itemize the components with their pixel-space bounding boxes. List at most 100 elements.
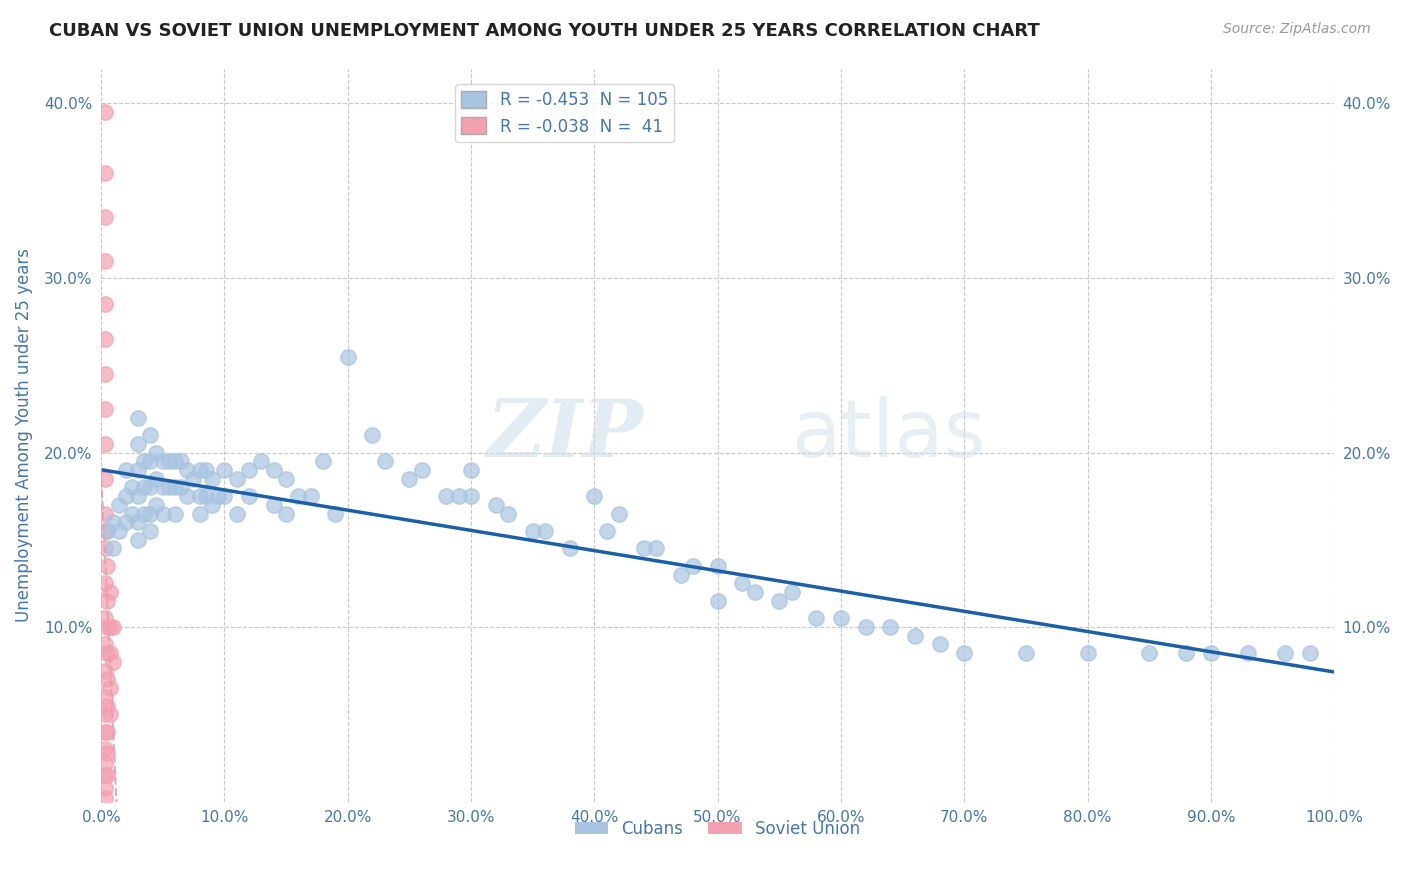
Point [96, 746, 118, 760]
Point [93, 690, 115, 704]
Point [361, 428, 384, 442]
Point [127, 489, 149, 503]
Point [93, 297, 115, 311]
Point [953, 646, 976, 660]
Point [127, 463, 149, 477]
Point [114, 516, 136, 530]
Point [96, 594, 118, 608]
Point [93, 576, 115, 591]
Point [644, 541, 666, 556]
Point [127, 410, 149, 425]
Point [1137, 646, 1160, 660]
Point [336, 350, 359, 364]
Point [93, 332, 115, 346]
Point [127, 437, 149, 451]
Point [176, 489, 198, 503]
Point [163, 454, 186, 468]
Point [1237, 646, 1260, 660]
Point [96, 620, 118, 634]
Point [263, 498, 285, 512]
Point [188, 507, 211, 521]
Point [93, 541, 115, 556]
Point [238, 489, 260, 503]
Point [93, 756, 115, 771]
Point [103, 516, 125, 530]
Point [879, 620, 901, 634]
Point [194, 463, 217, 477]
Point [170, 454, 193, 468]
Point [607, 507, 630, 521]
Point [152, 507, 174, 521]
Point [139, 507, 162, 521]
Point [411, 463, 433, 477]
Point [93, 105, 115, 120]
Point [225, 507, 247, 521]
Point [780, 585, 803, 599]
Point [157, 454, 180, 468]
Point [194, 489, 217, 503]
Point [132, 480, 155, 494]
Point [225, 472, 247, 486]
Point [682, 558, 704, 573]
Point [93, 166, 115, 180]
Point [98, 681, 121, 695]
Point [633, 541, 655, 556]
Point [96, 768, 118, 782]
Point [374, 454, 396, 468]
Point [127, 516, 149, 530]
Point [904, 629, 927, 643]
Point [103, 655, 125, 669]
Point [214, 489, 236, 503]
Point [1015, 646, 1038, 660]
Point [93, 791, 115, 805]
Point [170, 480, 193, 494]
Point [93, 638, 115, 652]
Point [287, 489, 309, 503]
Point [93, 768, 115, 782]
Point [806, 611, 828, 625]
Point [163, 507, 186, 521]
Point [534, 524, 557, 538]
Point [1076, 646, 1098, 660]
Point [93, 253, 115, 268]
Point [323, 507, 346, 521]
Point [98, 620, 121, 634]
Point [139, 454, 162, 468]
Point [201, 472, 224, 486]
Point [558, 541, 581, 556]
Point [96, 524, 118, 538]
Text: atlas: atlas [792, 396, 986, 474]
Point [103, 620, 125, 634]
Point [163, 480, 186, 494]
Point [176, 463, 198, 477]
Y-axis label: Unemployment Among Youth under 25 years: Unemployment Among Youth under 25 years [15, 248, 32, 622]
Point [114, 489, 136, 503]
Point [398, 472, 420, 486]
Point [108, 498, 131, 512]
Point [96, 673, 118, 687]
Point [830, 611, 852, 625]
Point [93, 780, 115, 795]
Point [207, 489, 229, 503]
Point [121, 480, 143, 494]
Point [928, 638, 950, 652]
Point [93, 210, 115, 224]
Point [1298, 646, 1320, 660]
Text: CUBAN VS SOVIET UNION UNEMPLOYMENT AMONG YOUTH UNDER 25 YEARS CORRELATION CHART: CUBAN VS SOVIET UNION UNEMPLOYMENT AMONG… [49, 22, 1040, 40]
Point [731, 576, 754, 591]
Point [1175, 646, 1198, 660]
Point [768, 594, 790, 608]
Point [139, 428, 162, 442]
Point [583, 489, 606, 503]
Point [250, 454, 273, 468]
Point [447, 489, 470, 503]
Point [299, 489, 322, 503]
Point [312, 454, 335, 468]
Point [1274, 646, 1296, 660]
Point [434, 489, 457, 503]
Point [93, 664, 115, 678]
Point [93, 437, 115, 451]
Point [201, 498, 224, 512]
Point [855, 620, 877, 634]
Point [188, 489, 211, 503]
